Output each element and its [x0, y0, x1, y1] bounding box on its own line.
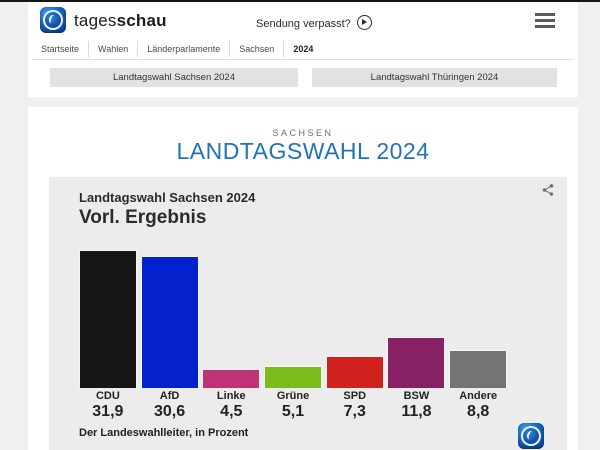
bar-bsw: [387, 337, 446, 388]
bar-linke: [202, 368, 261, 388]
breadcrumb-item-sachsen[interactable]: Sachsen: [230, 41, 285, 57]
party-label: Andere: [459, 390, 498, 402]
value-label: 7,3: [343, 403, 366, 420]
party-label: Linke: [216, 390, 246, 402]
share-icon[interactable]: [541, 183, 555, 197]
main-content: SACHSEN LANDTAGSWAHL 2024 Landtagswahl S…: [28, 107, 578, 450]
header: tagesschau Sendung verpasst? Startseite W…: [28, 2, 578, 97]
chart-column-linke: Linke 4,5: [200, 249, 262, 421]
brand-bold: schau: [116, 11, 167, 30]
page-title: LANDTAGSWAHL 2024: [176, 138, 430, 164]
tagesschau-logo-watermark: [518, 423, 544, 449]
chart-title: Landtagswahl Sachsen 2024: [79, 190, 256, 205]
breadcrumb: Startseite Wahlen Länderparlamente Sachsen 2…: [32, 41, 574, 60]
bar-grüne: [264, 365, 323, 388]
breadcrumb-item-wahlen[interactable]: Wahlen: [89, 41, 139, 57]
brand-wordmark[interactable]: tagesschau: [74, 11, 167, 31]
bar-chart: CDU 31,9 AfD 30,6 Linke 4,5 Grüne 5,1 SPD 7,3 BSW 1…: [77, 249, 509, 421]
chart-column-andere: Andere 8,8: [447, 249, 509, 421]
result-chart-card: Landtagswahl Sachsen 2024 Vorl. Ergebnis…: [49, 177, 567, 450]
party-label: AfD: [159, 390, 180, 402]
breadcrumb-item-startseite[interactable]: Startseite: [32, 41, 90, 57]
chart-column-afd: AfD 30,6: [139, 249, 201, 421]
sendung-verpasst-link[interactable]: Sendung verpasst?: [256, 15, 372, 30]
party-label: BSW: [403, 390, 430, 402]
party-label: SPD: [343, 390, 367, 402]
bar-cdu: [78, 250, 137, 388]
value-label: 31,9: [92, 403, 124, 420]
chart-subtitle: Vorl. Ergebnis: [79, 207, 207, 228]
globe-icon: [521, 426, 541, 446]
chart-column-cdu: CDU 31,9: [77, 249, 139, 421]
breadcrumb-item-2024[interactable]: 2024: [293, 44, 314, 54]
breadcrumb-item-länderparlamente[interactable]: Länderparlamente: [138, 41, 231, 57]
quick-link-button-0[interactable]: Landtagswahl Sachsen 2024: [50, 68, 298, 87]
tagesschau-logo[interactable]: [40, 7, 66, 33]
value-label: 30,6: [154, 403, 186, 420]
chart-column-grüne: Grüne 5,1: [262, 249, 324, 421]
hamburger-menu-icon[interactable]: [535, 13, 555, 31]
party-label: Grüne: [276, 390, 310, 402]
chart-column-bsw: BSW 11,8: [386, 249, 448, 421]
quick-links: Landtagswahl Sachsen 2024 Landtagswahl Th…: [28, 68, 578, 88]
top-border: [0, 0, 600, 2]
sendung-verpasst-label: Sendung verpasst?: [256, 18, 351, 30]
globe-icon: [43, 10, 63, 30]
chart-column-spd: SPD 7,3: [324, 249, 386, 421]
value-label: 8,8: [467, 403, 490, 420]
value-label: 11,8: [401, 403, 432, 420]
brand-regular: tages: [74, 11, 117, 30]
bar-afd: [140, 255, 199, 388]
play-icon[interactable]: [356, 15, 372, 30]
party-label: CDU: [95, 390, 120, 402]
region-kicker: SACHSEN: [272, 128, 334, 138]
value-label: 4,5: [220, 403, 243, 420]
bar-andere: [449, 349, 508, 388]
bar-spd: [325, 356, 384, 388]
quick-link-button-1[interactable]: Landtagswahl Thüringen 2024: [312, 68, 557, 87]
chart-source: Der Landeswahlleiter, in Prozent: [79, 427, 249, 439]
value-label: 5,1: [281, 403, 305, 420]
